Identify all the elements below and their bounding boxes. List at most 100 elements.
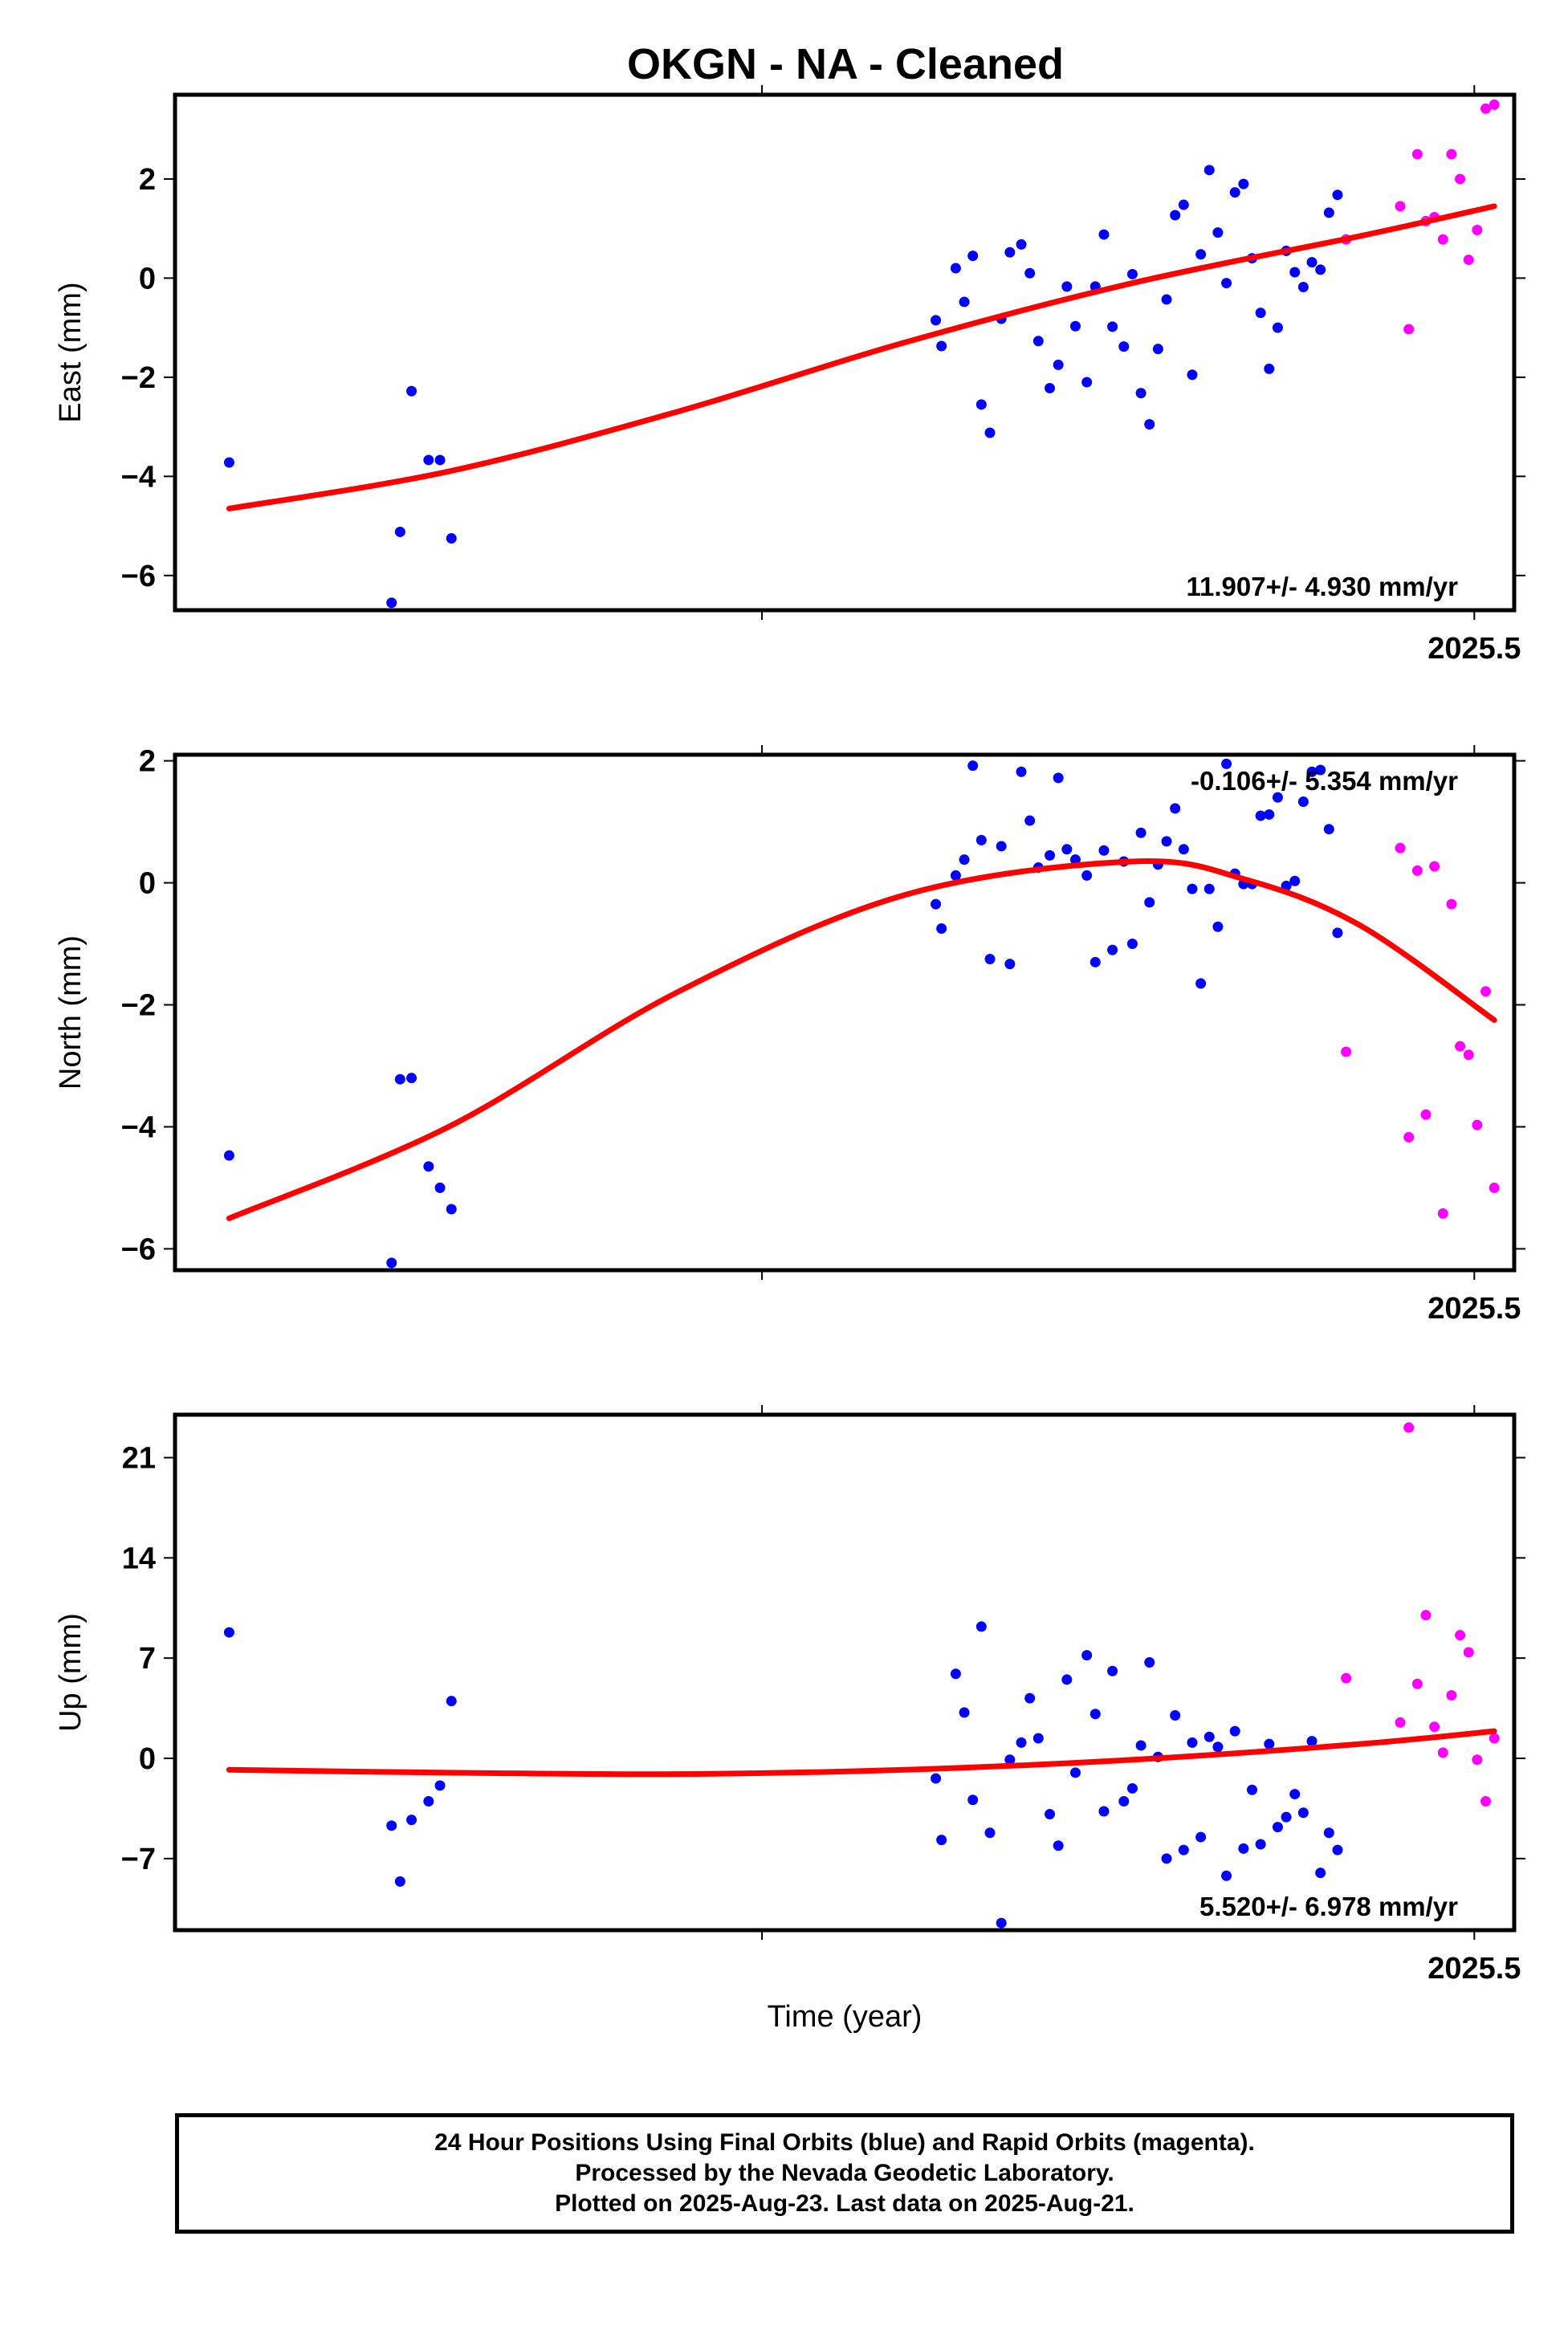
final-orbit-point xyxy=(223,457,234,468)
final-orbit-point xyxy=(996,1917,1007,1929)
final-orbit-point xyxy=(1178,844,1189,855)
final-orbit-point xyxy=(1053,359,1064,370)
rapid-orbit-point xyxy=(1429,1721,1440,1733)
final-orbit-point xyxy=(950,263,961,274)
rapid-orbit-point xyxy=(1420,1109,1432,1120)
final-orbit-point xyxy=(936,340,947,352)
final-orbit-point xyxy=(1135,1740,1146,1751)
final-orbit-point xyxy=(1332,927,1343,939)
rapid-orbit-point xyxy=(1403,324,1415,335)
rapid-orbit-point xyxy=(1463,255,1474,266)
final-orbit-point xyxy=(386,597,397,609)
final-orbit-point xyxy=(1081,870,1093,881)
final-orbit-point xyxy=(1107,1665,1118,1676)
y-tick-label: −4 xyxy=(121,460,156,494)
final-orbit-point xyxy=(1161,294,1172,305)
final-orbit-point xyxy=(984,954,996,965)
trend-fit-line xyxy=(226,203,1497,511)
y-tick-label: 0 xyxy=(139,867,156,901)
plot-frame xyxy=(173,1412,1517,1933)
final-orbit-point xyxy=(434,454,446,466)
final-orbit-point xyxy=(394,1073,405,1085)
panel-north: 2025.5 2 0 −2 −4 −6 North (mm) -0.106+/- 5.354 … xyxy=(54,745,1525,1326)
final-orbit-point xyxy=(1289,875,1301,886)
final-orbit-point xyxy=(1255,1839,1266,1850)
final-orbit-point xyxy=(1306,766,1318,777)
final-orbit-point xyxy=(1032,336,1044,347)
final-orbit-point xyxy=(1081,377,1093,388)
final-orbit-point xyxy=(1264,1738,1275,1750)
final-orbit-point xyxy=(1045,382,1056,393)
y-tick-label: 7 xyxy=(139,1642,156,1676)
final-orbit-point xyxy=(1178,1844,1189,1855)
final-orbit-point xyxy=(1061,281,1073,292)
final-orbit-point xyxy=(936,923,947,935)
rapid-orbit-point xyxy=(1437,1747,1448,1758)
velocity-annotation: 11.907+/- 4.930 mm/yr xyxy=(1186,572,1458,601)
velocity-annotation: 5.520+/- 6.978 mm/yr xyxy=(1199,1892,1458,1921)
rapid-orbit-point xyxy=(1403,1422,1415,1433)
caption-box: 24 Hour Positions Using Final Orbits (bl… xyxy=(175,2113,1514,2234)
final-orbit-point xyxy=(959,296,970,308)
final-orbit-point xyxy=(1315,764,1326,776)
final-orbit-point xyxy=(1221,758,1232,769)
final-orbit-point xyxy=(386,1820,397,1831)
rapid-orbit-point xyxy=(1411,1678,1423,1689)
final-orbit-point xyxy=(223,1627,234,1638)
rapid-orbit-point xyxy=(1472,225,1483,236)
x-tick-label: 2025.5 xyxy=(1427,632,1521,666)
final-orbit-point xyxy=(1135,388,1146,399)
final-orbit-point xyxy=(1118,1796,1130,1807)
rapid-orbit-point xyxy=(1446,1690,1457,1701)
final-orbit-point xyxy=(394,1876,405,1887)
final-orbit-point xyxy=(1107,321,1118,332)
final-orbit-point xyxy=(1212,1741,1224,1753)
final-orbit-point xyxy=(1098,1806,1110,1817)
final-orbit-point xyxy=(1126,1782,1138,1794)
rapid-orbit-point xyxy=(1341,1046,1352,1057)
y-axis-label: East (mm) xyxy=(54,282,88,422)
final-orbit-point xyxy=(1170,210,1181,221)
final-orbit-point xyxy=(406,385,417,397)
final-orbit-point xyxy=(1107,944,1118,955)
final-orbit-point xyxy=(1089,956,1101,967)
x-tick-label: 2025.5 xyxy=(1427,1292,1521,1326)
final-orbit-point xyxy=(1053,1840,1064,1851)
final-orbit-point xyxy=(1170,1710,1181,1721)
final-orbit-point xyxy=(1203,883,1215,894)
y-tick-label: 14 xyxy=(122,1542,156,1575)
rapid-orbit-point xyxy=(1395,842,1406,853)
final-orbit-point xyxy=(1152,344,1163,355)
rapid-orbit-point xyxy=(1480,986,1492,997)
final-orbit-point xyxy=(1069,1767,1081,1778)
final-orbit-point xyxy=(406,1815,417,1826)
final-orbit-point xyxy=(1053,772,1064,784)
y-tick-label: 0 xyxy=(139,262,156,295)
final-orbit-point xyxy=(1178,199,1189,210)
rapid-orbit-point xyxy=(1455,1041,1466,1052)
final-orbit-point xyxy=(1332,1844,1343,1855)
final-orbit-point xyxy=(1297,1807,1309,1819)
final-orbit-point xyxy=(1289,1789,1301,1800)
final-orbit-point xyxy=(1024,267,1036,279)
final-orbit-point xyxy=(1045,849,1056,861)
final-orbit-point xyxy=(1061,844,1073,855)
rapid-orbit-point xyxy=(1446,149,1457,160)
y-tick-label: −6 xyxy=(121,560,156,593)
final-orbit-point xyxy=(975,1621,987,1632)
y-axis-label: North (mm) xyxy=(54,935,88,1090)
rapid-orbit-point xyxy=(1411,149,1423,160)
rapid-orbit-point xyxy=(1489,1182,1500,1193)
velocity-annotation: -0.106+/- 5.354 mm/yr xyxy=(1191,766,1458,796)
final-orbit-point xyxy=(1255,308,1266,319)
final-orbit-point xyxy=(1229,1725,1240,1737)
final-orbit-point xyxy=(1004,1754,1016,1766)
final-orbit-point xyxy=(1195,1831,1207,1843)
final-orbit-point xyxy=(1306,257,1318,268)
rapid-orbit-point xyxy=(1395,1717,1406,1728)
final-orbit-point xyxy=(1061,1674,1073,1685)
final-orbit-point xyxy=(967,760,979,772)
rapid-orbit-point xyxy=(1463,1049,1474,1061)
final-orbit-point xyxy=(434,1182,446,1193)
final-orbit-point xyxy=(423,1161,434,1172)
